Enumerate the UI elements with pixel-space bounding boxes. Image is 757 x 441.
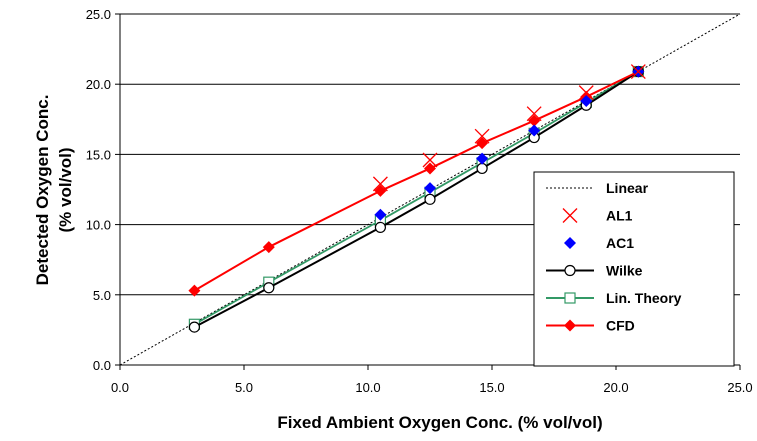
x-tick-label-4: 20.0 [603,380,628,395]
point-ac1-0 [374,208,387,221]
legend-label-al1: AL1 [606,208,633,224]
y-axis-title-line-2: (% vol/vol) [56,147,75,232]
point-cfd-0 [188,284,201,297]
legend-item-cfd: CFD [546,318,635,334]
line-lin-theory [193,70,639,326]
point-cfd-2 [374,184,387,197]
point-al1-3 [526,106,542,122]
tick-labels: 0.0 5.0 10.0 15.0 20.0 25.0 0.0 5.0 10.0 15.0 20.0… [86,7,753,395]
y-tick-label-4: 20.0 [86,77,111,92]
y-axis-title-line-1: Detected Oxygen Conc. [33,95,52,286]
legend-label-linear: Linear [606,180,649,196]
point-wilke-4 [476,162,488,175]
legend-label-cfd: CFD [606,318,635,334]
legend-label-ac1: AC1 [606,235,634,251]
legend: Linear AL1 AC1 Wilke Lin. Theory CFD [533,171,735,367]
point-cfd-5 [528,114,541,127]
point-cfd-3 [424,162,436,175]
legend-item-linear: Linear [546,180,649,196]
legend-label-lin-theory: Lin. Theory [606,290,682,306]
point-al1-1 [422,152,438,168]
x-tick-label-3: 15.0 [479,380,504,395]
legend-item-al1: AL1 [562,208,633,224]
legend-swatch-marker-cfd [564,319,576,332]
legend-item-lin-theory: Lin. Theory [546,290,682,306]
y-tick-label-2: 10.0 [86,218,111,233]
x-axis-title: Fixed Ambient Oxygen Conc. (% vol/vol) [277,413,602,432]
y-tick-label-3: 15.0 [86,147,111,162]
point-ac1-4 [580,95,593,108]
series-al1 [372,64,646,192]
point-wilke-0 [188,321,200,333]
point-wilke-2 [374,221,386,234]
y-tick-label-5: 25.0 [86,7,111,22]
y-tick-label-0: 0.0 [93,358,111,373]
point-wilke-1 [263,282,275,294]
point-al1-4 [578,85,594,101]
point-ac1-3 [528,124,541,137]
point-ac1-2 [476,152,489,165]
legend-swatch-marker-lin-theory [564,292,576,304]
point-al1-2 [474,128,490,144]
legend-swatch-marker-wilke [564,264,576,277]
point-al1-5 [630,64,646,80]
x-tick-label-2: 10.0 [355,380,380,395]
point-cfd-1 [262,241,275,254]
point-wilke-3 [424,193,436,205]
legend-swatch-marker-ac1 [564,237,576,249]
x-tick-label-1: 5.0 [235,380,253,395]
legend-item-ac1: AC1 [564,235,634,251]
point-ac1-1 [424,182,436,195]
y-tick-label-1: 5.0 [93,288,111,303]
x-tick-label-5: 25.0 [727,380,752,395]
series-group [119,13,741,366]
point-al1-0 [372,176,388,192]
legend-item-wilke: Wilke [546,263,643,279]
x-tick-label-0: 0.0 [111,380,129,395]
point-cfd-4 [476,137,489,150]
legend-swatch-marker-al1 [562,208,578,223]
line-cfd [193,70,639,292]
legend-label-wilke: Wilke [606,263,643,279]
line-wilke [193,70,639,328]
